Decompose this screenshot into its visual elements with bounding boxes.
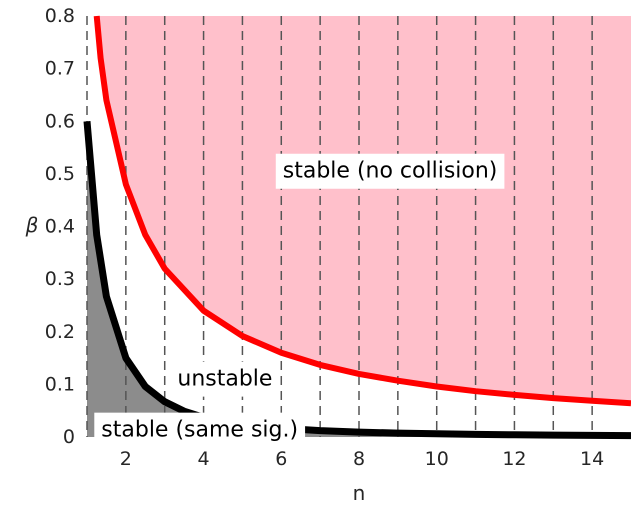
region-stable-no-collision: [96, 16, 631, 404]
region-label: unstable: [177, 367, 272, 392]
y-tick-label: 0: [63, 426, 75, 448]
region-label-background: [94, 412, 306, 448]
y-tick-label: 0.6: [45, 110, 75, 132]
y-tick-label: 0.7: [45, 58, 75, 80]
y-tick-label: 0.2: [45, 321, 75, 343]
series-line-red: [93, 15, 631, 407]
x-axis-label: n: [353, 481, 366, 505]
y-tick-label: 0.5: [45, 163, 75, 185]
region-label-background: [170, 361, 280, 397]
x-axis: 2 4 6 8 10 12 14: [120, 448, 604, 470]
x-tick-label: 2: [120, 448, 132, 470]
y-axis-label: β: [25, 213, 39, 237]
plot-area: stable (no collision) unstable stable (sam…: [83, 15, 631, 448]
x-tick-label: 10: [425, 448, 449, 470]
x-tick-label: 12: [502, 448, 526, 470]
y-tick-label: 0.4: [45, 216, 75, 238]
y-tick-label: 0.1: [45, 373, 75, 395]
region-label: stable (no collision): [283, 159, 498, 184]
x-tick-label: 8: [353, 448, 365, 470]
x-tick-label: 6: [275, 448, 287, 470]
y-tick-label: 0.3: [45, 268, 75, 290]
region-stable-same-sig: [87, 121, 631, 438]
x-tick-label: 14: [580, 448, 604, 470]
region-label: stable (same sig.): [101, 418, 298, 443]
x-tick-label: 4: [198, 448, 210, 470]
region-label-background: [275, 153, 505, 189]
y-tick-label: 0.8: [45, 5, 75, 27]
y-axis: 0 0.1 0.2 0.3 0.4 0.5 0.6 0.7 0.8: [45, 5, 75, 448]
